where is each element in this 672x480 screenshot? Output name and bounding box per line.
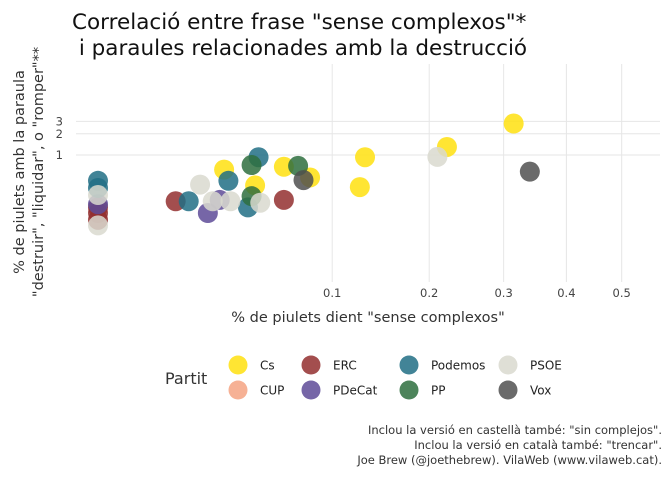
- point-psoe: [250, 192, 271, 213]
- point-vox: [519, 161, 540, 182]
- point-pp: [241, 155, 262, 176]
- y-axis-ticks: 1 23: [56, 114, 63, 162]
- y-axis-label-line-2: "destruir", "liquidar", o "romper"**: [31, 47, 47, 297]
- point-podemos: [218, 170, 239, 191]
- point-cs: [503, 113, 524, 134]
- point-podemos: [178, 191, 199, 212]
- point-erc: [273, 189, 294, 210]
- point-psoe: [190, 174, 211, 195]
- grid: [76, 64, 660, 282]
- legend-key-vox: [498, 380, 518, 400]
- legend-label-erc: ERC: [333, 359, 357, 373]
- point-psoe: [88, 215, 108, 236]
- caption-line-1: Inclou la versió en castellà també: "sin…: [368, 423, 662, 437]
- x-tick-label: 0.3: [494, 286, 512, 300]
- chart-title-line-2: i paraules relacionades amb la destrucci…: [72, 36, 527, 61]
- point-vox: [293, 170, 314, 191]
- point-psoe: [88, 185, 108, 206]
- x-tick-label: 0.1: [323, 286, 341, 300]
- x-tick-label: 0.4: [557, 286, 575, 300]
- caption-line-2: Inclou la versió en català també: "trenc…: [414, 438, 662, 452]
- legend-key-podemos: [399, 355, 419, 375]
- point-psoe: [427, 146, 448, 167]
- point-cs: [349, 177, 370, 198]
- x-tick-label: 0.2: [420, 286, 438, 300]
- legend-key-psoe: [498, 355, 518, 375]
- y-tick-label: 2: [56, 127, 63, 141]
- legend-label-cs: Cs: [260, 359, 275, 373]
- point-cs: [355, 147, 376, 168]
- y-axis-label-line-1: % de piulets amb la paraula: [12, 70, 28, 274]
- legend-label-psoe: PSOE: [530, 359, 562, 373]
- data-points: [88, 113, 540, 236]
- point-psoe: [202, 191, 223, 212]
- legend: Cs CUP ERC PDeCat Podemos PP PSOE Vox: [228, 355, 562, 400]
- legend-label-pdecat: PDeCat: [333, 384, 378, 398]
- point-cs: [273, 156, 294, 177]
- legend-label-vox: Vox: [530, 384, 551, 398]
- legend-key-cs: [228, 355, 248, 375]
- legend-key-pp: [399, 380, 419, 400]
- legend-label-pp: PP: [431, 384, 445, 398]
- legend-label-cup: CUP: [260, 384, 284, 398]
- legend-key-erc: [301, 355, 321, 375]
- legend-key-pdecat: [301, 380, 321, 400]
- chart-title-line-1: Correlació entre frase "sense complexos"…: [72, 10, 527, 35]
- legend-label-podemos: Podemos: [431, 359, 485, 373]
- legend-title: Partit: [165, 369, 207, 388]
- y-tick-label: 1: [56, 148, 63, 162]
- x-axis-ticks: 0.1 0.2 0.3 0.4 0.5: [323, 286, 631, 300]
- y-tick-label: 3: [56, 114, 63, 128]
- x-axis-label: % de piulets dient "sense complexos": [231, 310, 505, 326]
- y-axis-label: % de piulets amb la paraula "destruir", …: [12, 47, 47, 297]
- caption-line-3: Joe Brew (@joethebrew). VilaWeb (www.vil…: [356, 453, 662, 467]
- legend-key-cup: [228, 380, 248, 400]
- point-psoe: [220, 191, 241, 212]
- x-tick-label: 0.5: [613, 286, 631, 300]
